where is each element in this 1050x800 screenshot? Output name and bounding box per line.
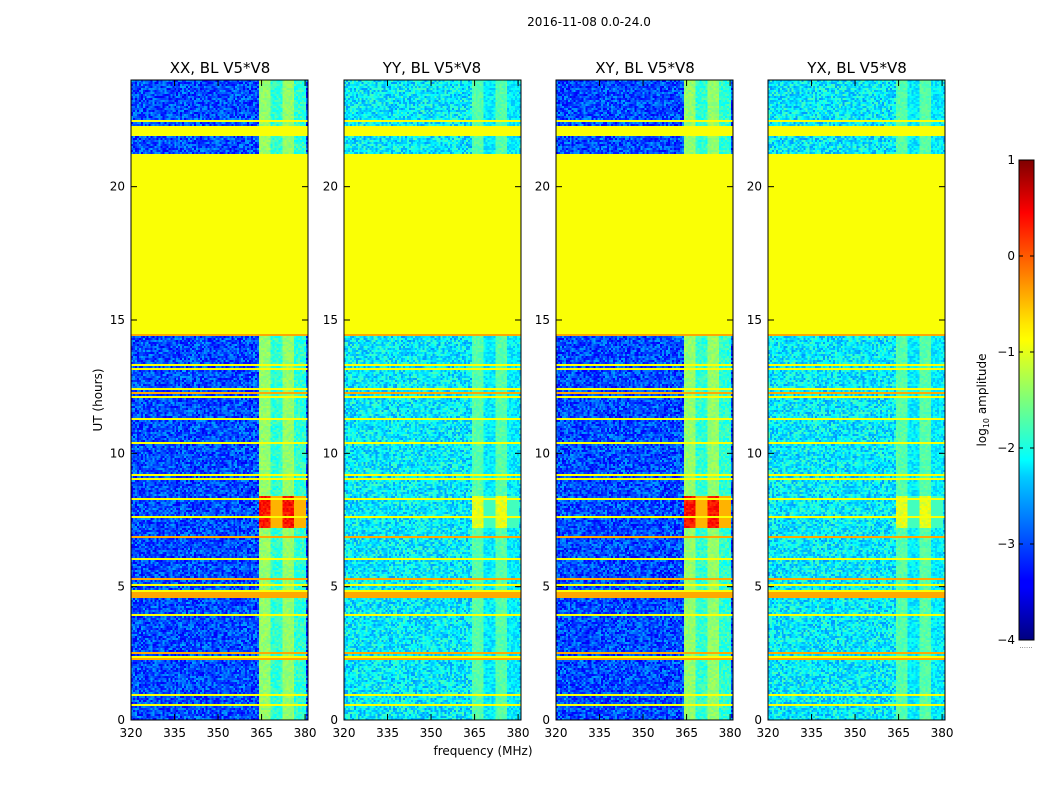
x-tick-label: 335 (800, 726, 823, 740)
x-tick-label: 350 (420, 726, 443, 740)
plot-frame (767, 79, 946, 721)
y-tick-label: 20 (747, 180, 762, 194)
panel-yy: YY, BL V5*V8 320 335 350 365 380 0 5 10 15 20 (323, 59, 530, 740)
x-tick-label: 320 (545, 726, 568, 740)
x-tick-label: 350 (207, 726, 230, 740)
plot-frame (130, 79, 309, 721)
x-axis-label: frequency (MHz) (433, 744, 532, 758)
x-tick-label: 365 (250, 726, 273, 740)
panel-xy: XY, BL V5*V8 320 335 350 365 380 0 5 10 15 20 (535, 59, 742, 740)
colorbar-gradient (1019, 160, 1034, 640)
panel-title: YY, BL V5*V8 (382, 59, 481, 77)
colorbar-tick-label: −2 (997, 441, 1015, 455)
y-tick-label: 10 (535, 446, 550, 460)
x-tick-label: 320 (120, 726, 143, 740)
panel-yx: YX, BL V5*V8 320 335 350 365 380 0 5 10 15 20 (747, 59, 954, 740)
colorbar: −4 −3 −2 −1 0 1 log10 amplitude ...... (975, 153, 1035, 650)
x-tick-label: 380 (507, 726, 530, 740)
y-tick-label: 10 (110, 446, 125, 460)
x-tick-label: 320 (757, 726, 780, 740)
axis-ticks: 320 335 350 365 380 0 5 10 15 20 (535, 80, 742, 740)
y-tick-label: 15 (747, 313, 762, 327)
x-tick-label: 380 (719, 726, 742, 740)
spectrogram-image (344, 80, 521, 720)
colorbar-frame (1018, 159, 1035, 641)
panel-title: XX, BL V5*V8 (170, 59, 271, 77)
panel-title: YX, BL V5*V8 (806, 59, 907, 77)
y-tick-label: 10 (323, 446, 338, 460)
x-tick-label: 335 (376, 726, 399, 740)
x-tick-label: 350 (844, 726, 867, 740)
figure-suptitle: 2016-11-08 0.0-24.0 (527, 15, 651, 29)
y-tick-label: 5 (542, 580, 550, 594)
y-tick-label: 0 (330, 713, 338, 727)
y-tick-label: 0 (754, 713, 762, 727)
plot-frame (343, 79, 522, 721)
colorbar-tick-label: 0 (1007, 249, 1015, 263)
colorbar-ticks: −4 −3 −2 −1 0 1 (997, 153, 1034, 647)
plot-frame (555, 79, 734, 721)
colorbar-tick-label: 1 (1007, 153, 1015, 167)
colorbar-tick-label: −1 (997, 345, 1015, 359)
colorbar-bottom-marker: ...... (1019, 642, 1032, 650)
x-tick-label: 365 (675, 726, 698, 740)
x-tick-label: 380 (294, 726, 317, 740)
x-tick-label: 365 (463, 726, 486, 740)
y-tick-label: 15 (323, 313, 338, 327)
y-tick-label: 15 (535, 313, 550, 327)
axis-ticks: 320 335 350 365 380 0 5 10 15 20 (747, 80, 954, 740)
y-tick-label: 5 (754, 580, 762, 594)
x-tick-label: 380 (931, 726, 954, 740)
x-tick-label: 335 (588, 726, 611, 740)
y-tick-label: 20 (535, 180, 550, 194)
x-tick-label: 365 (887, 726, 910, 740)
panel-xx: XX, BL V5*V8 320 335 350 365 380 0 5 10 15 20 (110, 59, 317, 740)
spectrogram-image (768, 80, 945, 720)
y-tick-label: 15 (110, 313, 125, 327)
x-tick-label: 335 (163, 726, 186, 740)
y-tick-label: 0 (542, 713, 550, 727)
axis-ticks: 320 335 350 365 380 0 5 10 15 20 (110, 80, 317, 740)
spectrogram-image (131, 80, 308, 720)
y-tick-label: 20 (323, 180, 338, 194)
y-tick-label: 20 (110, 180, 125, 194)
y-tick-label: 0 (117, 713, 125, 727)
colorbar-tick-label: −3 (997, 537, 1015, 551)
colorbar-tick-label: −4 (997, 633, 1015, 647)
y-tick-label: 5 (117, 580, 125, 594)
y-axis-label: UT (hours) (91, 368, 105, 431)
y-tick-label: 10 (747, 446, 762, 460)
y-tick-label: 5 (330, 580, 338, 594)
colorbar-label: log10 amplitude (975, 354, 991, 447)
x-tick-label: 350 (632, 726, 655, 740)
axis-ticks: 320 335 350 365 380 0 5 10 15 20 (323, 80, 530, 740)
x-tick-label: 320 (333, 726, 356, 740)
panel-title: XY, BL V5*V8 (595, 59, 695, 77)
spectrogram-image (556, 80, 733, 720)
